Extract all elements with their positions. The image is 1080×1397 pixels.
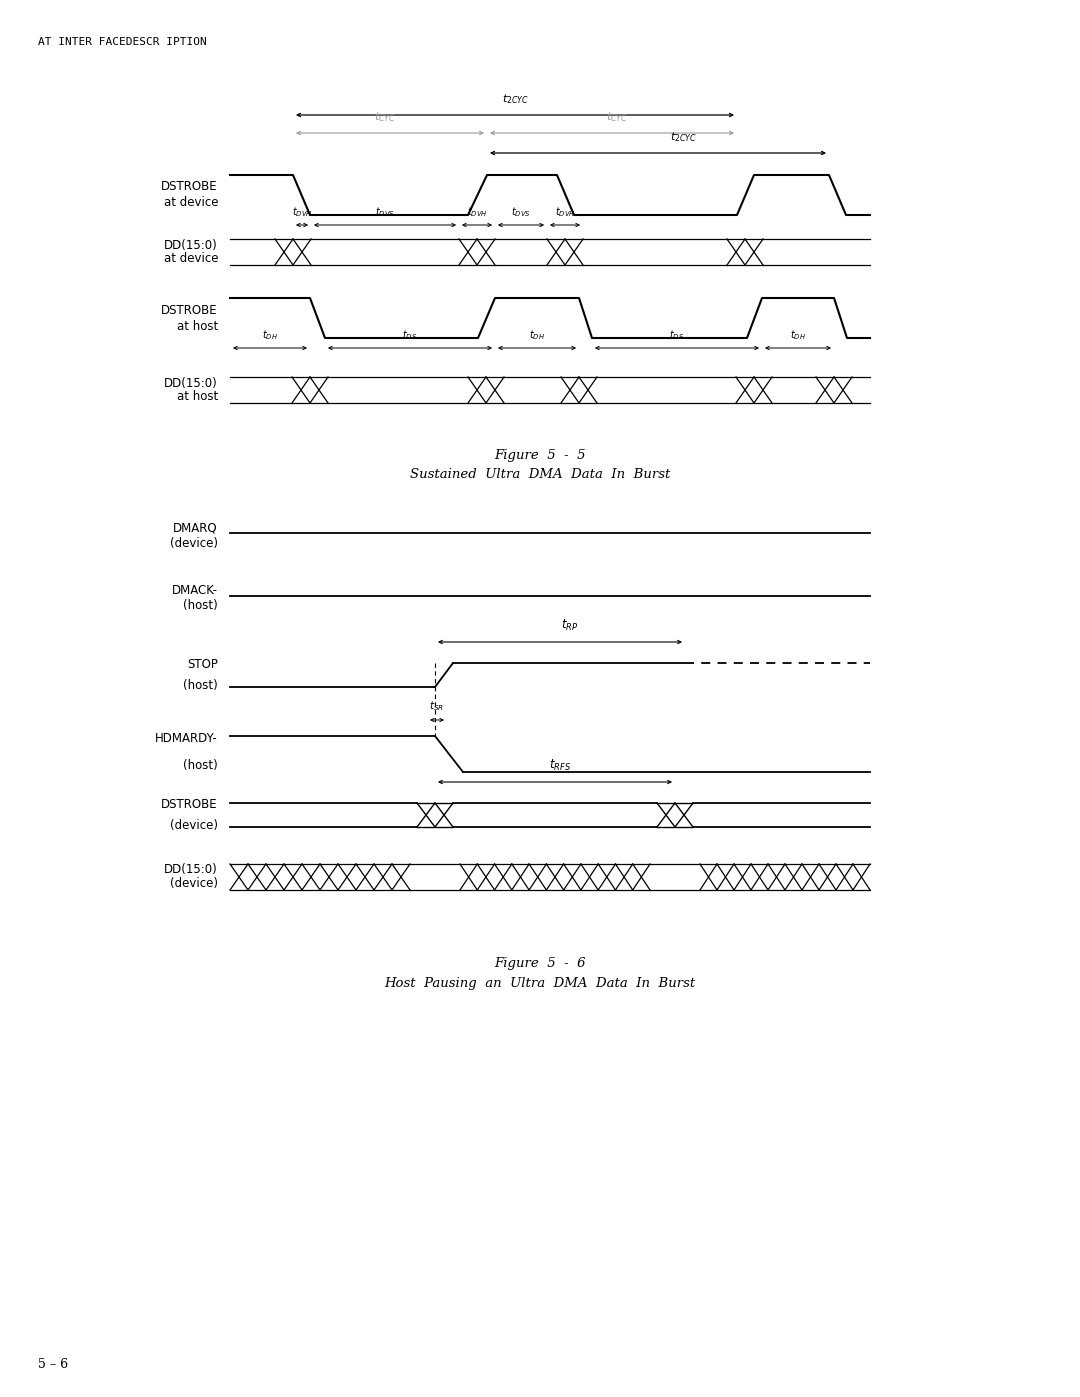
Text: DD(15:0): DD(15:0) xyxy=(164,863,218,876)
Text: DD(15:0): DD(15:0) xyxy=(164,377,218,390)
Text: Sustained  Ultra  DMA  Data  In  Burst: Sustained Ultra DMA Data In Burst xyxy=(409,468,671,482)
Text: $t_{DH}$: $t_{DH}$ xyxy=(262,328,278,342)
Text: $t_{DH}$: $t_{DH}$ xyxy=(529,328,545,342)
Text: (device): (device) xyxy=(170,819,218,831)
Text: (device): (device) xyxy=(170,877,218,890)
Text: $t_{DH}$: $t_{DH}$ xyxy=(789,328,806,342)
Text: $t_{CYC}$: $t_{CYC}$ xyxy=(606,110,627,124)
Text: HDMARDY-: HDMARDY- xyxy=(156,732,218,745)
Text: STOP: STOP xyxy=(187,658,218,672)
Text: $t_{DVS}$: $t_{DVS}$ xyxy=(511,205,531,219)
Text: 5 – 6: 5 – 6 xyxy=(38,1358,68,1372)
Text: (host): (host) xyxy=(184,599,218,612)
Text: $t_{DVH}$: $t_{DVH}$ xyxy=(555,205,576,219)
Text: $t_{DS}$: $t_{DS}$ xyxy=(403,328,418,342)
Text: $t_{DVS}$: $t_{DVS}$ xyxy=(375,205,395,219)
Text: $t_{DVH}$: $t_{DVH}$ xyxy=(292,205,312,219)
Text: at device: at device xyxy=(163,253,218,265)
Text: $t_{2CYC}$: $t_{2CYC}$ xyxy=(501,92,528,106)
Text: (host): (host) xyxy=(184,759,218,771)
Text: DMARQ: DMARQ xyxy=(174,521,218,535)
Text: at device: at device xyxy=(163,197,218,210)
Text: $t_{SR}$: $t_{SR}$ xyxy=(430,700,445,712)
Text: Figure  5  -  5: Figure 5 - 5 xyxy=(495,448,585,461)
Text: DSTROBE: DSTROBE xyxy=(161,799,218,812)
Text: DD(15:0): DD(15:0) xyxy=(164,239,218,251)
Text: at host: at host xyxy=(177,391,218,404)
Text: $t_{2CYC}$: $t_{2CYC}$ xyxy=(670,130,697,144)
Text: $t_{DVH}$: $t_{DVH}$ xyxy=(467,205,487,219)
Text: $t_{RFS}$: $t_{RFS}$ xyxy=(549,759,571,773)
Text: $t_{RP}$: $t_{RP}$ xyxy=(562,617,579,633)
Text: DMACK-: DMACK- xyxy=(172,584,218,598)
Text: (device): (device) xyxy=(170,536,218,549)
Text: Host  Pausing  an  Ultra  DMA  Data  In  Burst: Host Pausing an Ultra DMA Data In Burst xyxy=(384,977,696,989)
Text: (host): (host) xyxy=(184,679,218,692)
Text: DSTROBE: DSTROBE xyxy=(161,180,218,194)
Text: Figure  5  -  6: Figure 5 - 6 xyxy=(495,957,585,970)
Text: at host: at host xyxy=(177,320,218,332)
Text: $t_{DS}$: $t_{DS}$ xyxy=(670,328,685,342)
Text: AT INTER FACEDESCR IPTION: AT INTER FACEDESCR IPTION xyxy=(38,36,206,47)
Text: $t_{CYC}$: $t_{CYC}$ xyxy=(374,110,396,124)
Text: DSTROBE: DSTROBE xyxy=(161,303,218,317)
